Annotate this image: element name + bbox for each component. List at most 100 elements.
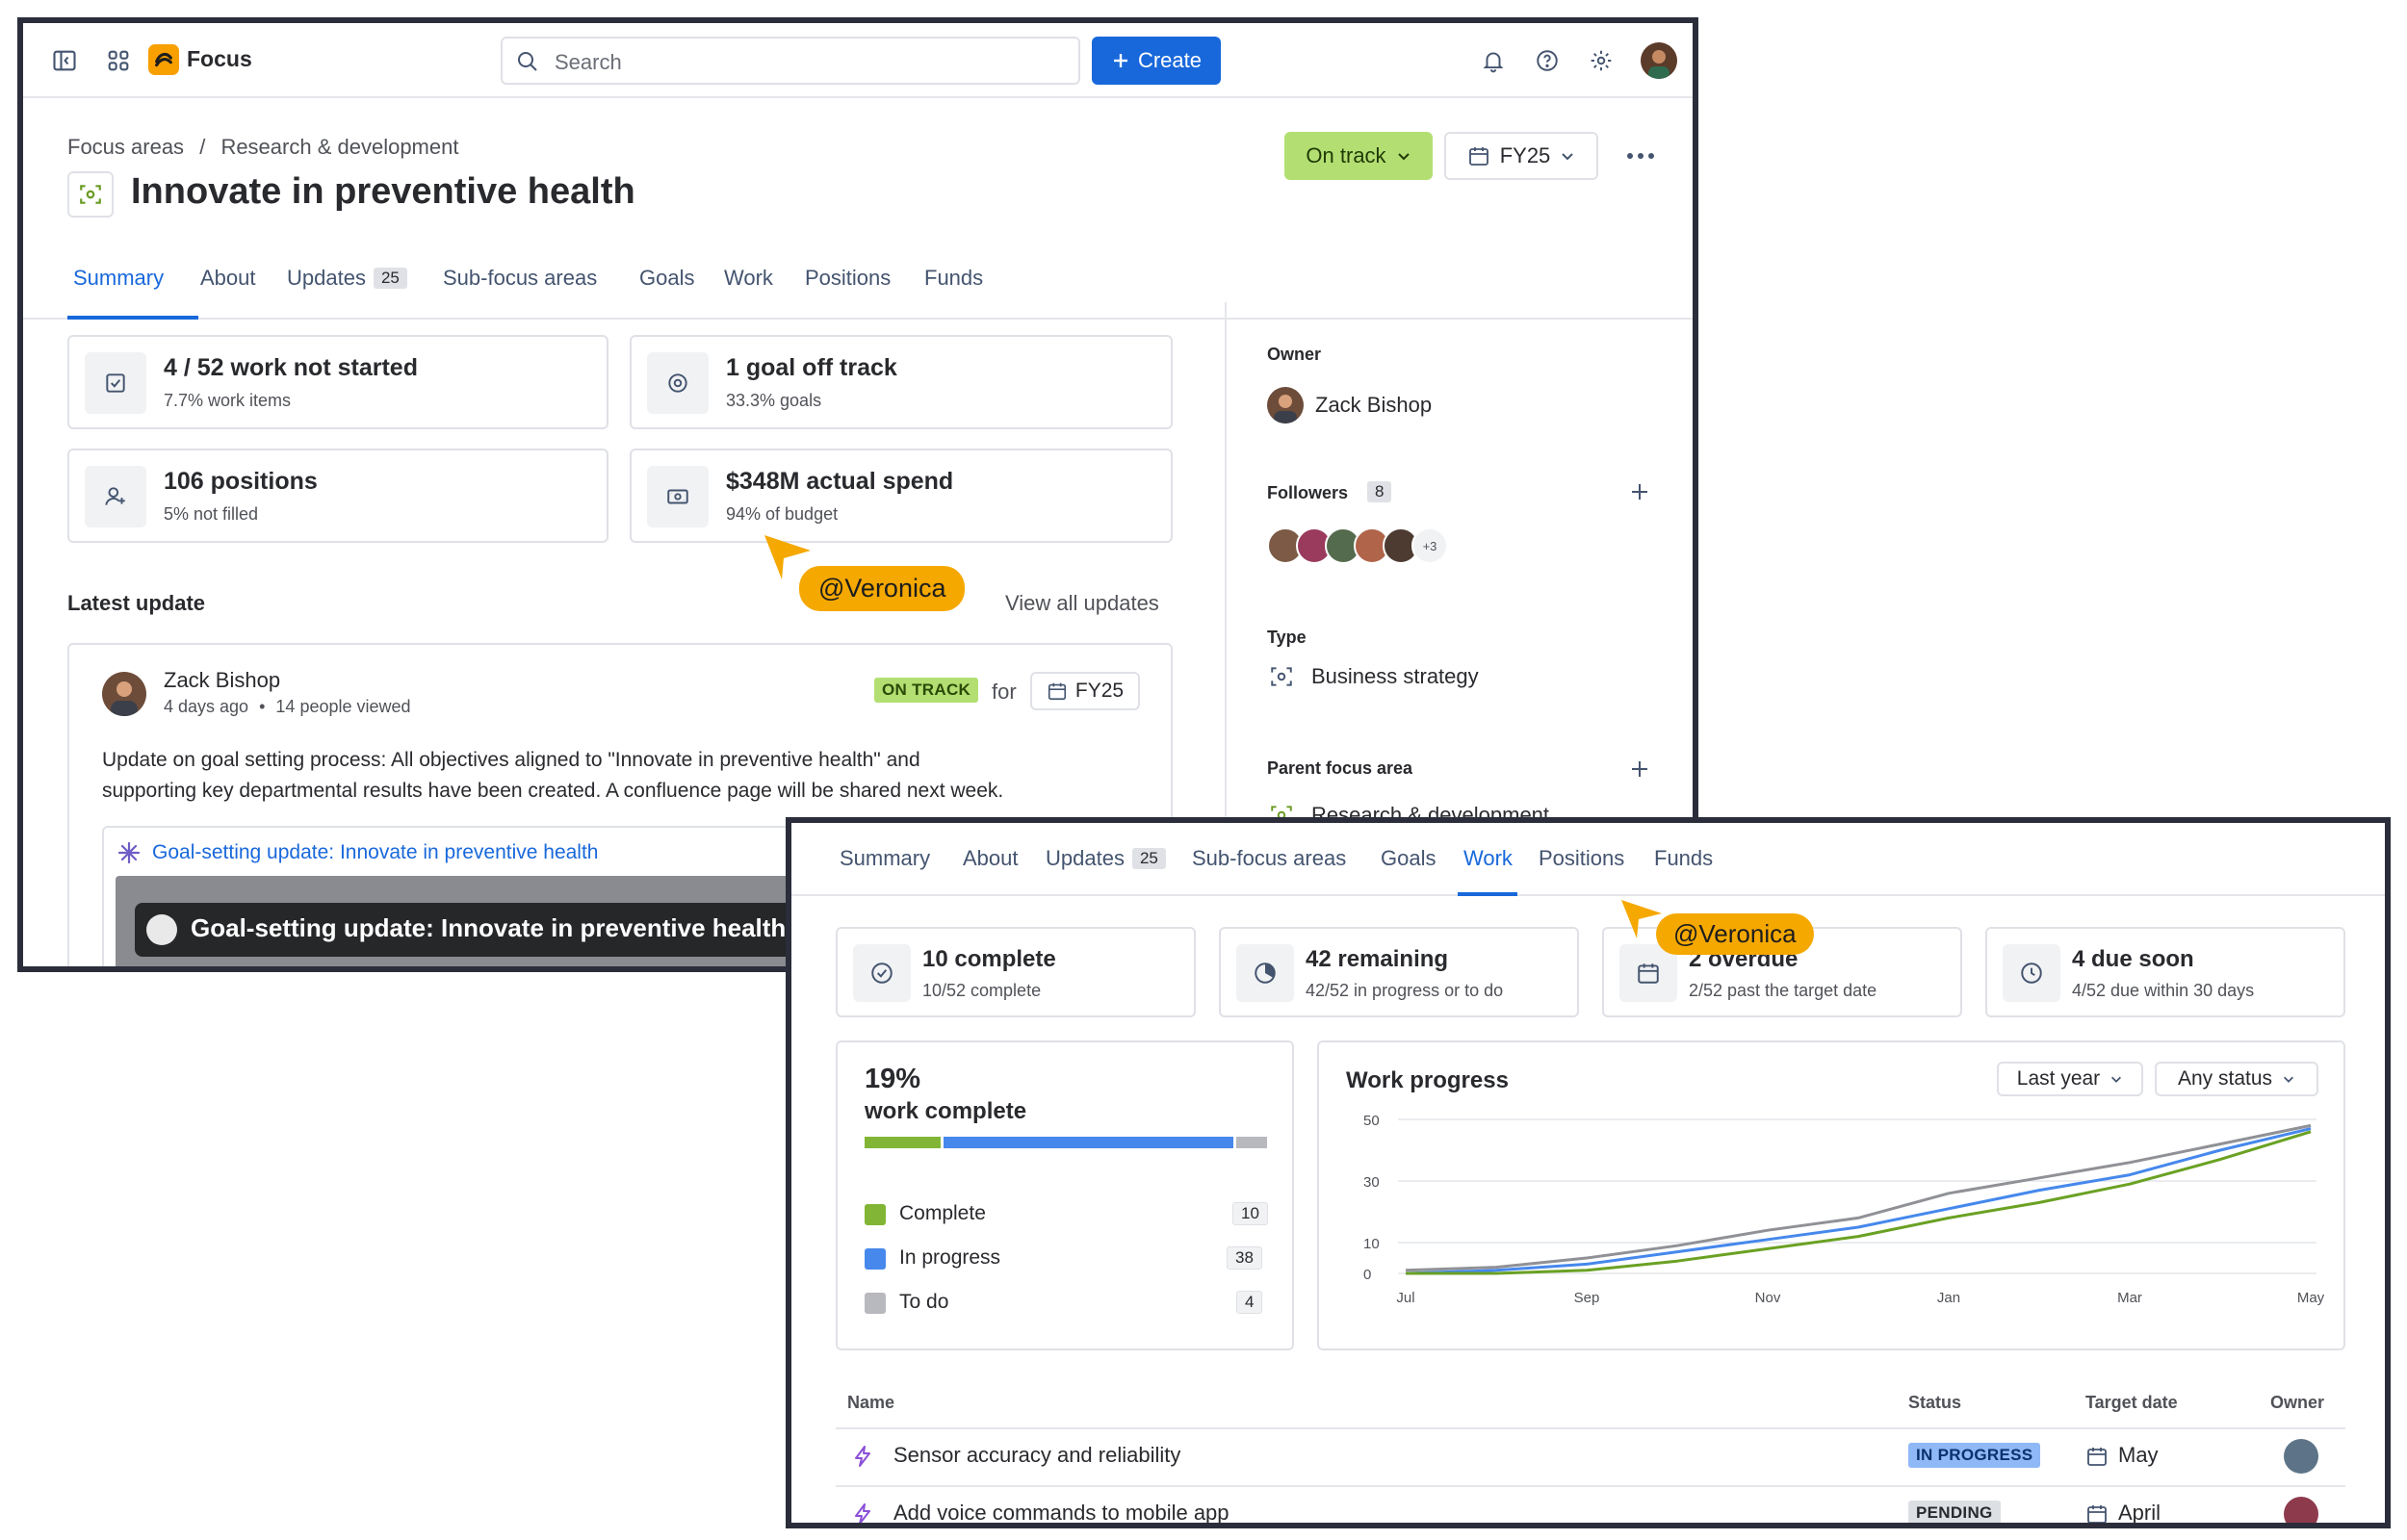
tab-sub-focus-areas[interactable]: Sub-focus areas (443, 266, 598, 290)
help-icon[interactable] (1531, 44, 1564, 77)
series-line-0 (1405, 1123, 2312, 1272)
tab-bar: Summary About Updates 25 Sub-focus areas … (23, 243, 1693, 320)
search-input[interactable]: Search (501, 37, 1080, 85)
legend-swatch-complete (865, 1204, 886, 1225)
owner-avatar[interactable] (2284, 1439, 2318, 1474)
table-header-divider (836, 1427, 2345, 1429)
linked-page-link[interactable]: Goal-setting update: Innovate in prevent… (152, 841, 599, 863)
tab-funds[interactable]: Funds (924, 266, 984, 290)
sidebar-toggle-icon[interactable] (48, 44, 81, 77)
view-all-updates-link[interactable]: View all updates (1005, 591, 1159, 615)
updates-count-badge: 25 (1131, 848, 1166, 869)
calendar-icon (2087, 1448, 2107, 1466)
app-switcher-icon[interactable] (102, 44, 135, 77)
owner-avatar[interactable] (2284, 1497, 2318, 1523)
period-filter-dropdown[interactable]: Last year (1997, 1062, 2143, 1096)
card-subtitle: 10/52 complete (922, 981, 1042, 1000)
x-tick-label: Jan (1937, 1290, 1960, 1306)
breadcrumb-root[interactable]: Focus areas (67, 135, 185, 159)
tab-summary[interactable]: Summary (840, 846, 931, 870)
work-complete-percent: 19% (865, 1064, 921, 1094)
tab-updates[interactable]: Updates 25 (287, 266, 407, 291)
page-title: Innovate in preventive health (131, 171, 635, 212)
owner-name[interactable]: Zack Bishop (1315, 393, 1433, 417)
work-item-name[interactable]: Sensor accuracy and reliability (893, 1443, 1181, 1467)
sidebar-divider (1225, 302, 1227, 966)
user-avatar[interactable] (1641, 42, 1677, 79)
tab-summary[interactable]: Summary (73, 266, 165, 290)
summary-card-work[interactable]: 4 / 52 work not started 7.7% work items (67, 335, 608, 429)
status-dropdown[interactable]: On track (1284, 132, 1433, 180)
card-subtitle: 42/52 in progress or to do (1306, 981, 1504, 1000)
legend-count: 38 (1227, 1246, 1262, 1270)
summary-card-spend[interactable]: $348M actual spend 94% of budget (630, 449, 1173, 543)
card-subtitle: 33.3% goals (726, 391, 822, 410)
followers-count-badge: 8 (1367, 481, 1392, 502)
progress-segment-complete (865, 1137, 942, 1148)
tab-updates-label: Updates (1046, 846, 1125, 870)
tab-about[interactable]: About (963, 846, 1019, 870)
card-subtitle: 94% of budget (726, 504, 839, 524)
status-dropdown-label: On track (1306, 143, 1386, 167)
brand-name[interactable]: Focus (187, 46, 252, 71)
tab-updates[interactable]: Updates 25 (1046, 846, 1166, 871)
status-filter-dropdown[interactable]: Any status (2155, 1062, 2318, 1096)
work-item-name[interactable]: Add voice commands to mobile app (893, 1501, 1229, 1525)
target-icon (647, 352, 709, 414)
add-parent-plus-icon[interactable] (1625, 755, 1654, 783)
period-dropdown[interactable]: FY25 (1444, 132, 1598, 180)
tab-work[interactable]: Work (724, 266, 773, 290)
add-follower-plus-icon[interactable] (1625, 477, 1654, 506)
clock-icon (2003, 944, 2060, 1002)
table-row[interactable]: Add voice commands to mobile app PENDING… (836, 1487, 2345, 1525)
column-header-name[interactable]: Name (847, 1393, 895, 1412)
person-add-icon (85, 466, 146, 527)
tab-positions[interactable]: Positions (805, 266, 892, 290)
legend-count: 10 (1232, 1202, 1268, 1225)
top-navigation-bar: Focus Search Create (23, 23, 1693, 98)
followers-avatar-stack[interactable]: +3 (1267, 527, 1460, 566)
create-button[interactable]: Create (1092, 37, 1221, 85)
tab-funds[interactable]: Funds (1654, 846, 1714, 870)
card-subtitle: 5% not filled (164, 504, 259, 524)
focus-logo-icon[interactable] (148, 44, 179, 75)
tab-sub-focus-areas[interactable]: Sub-focus areas (1192, 846, 1347, 870)
work-card-remaining[interactable]: 42 remaining 42/52 in progress or to do (1219, 927, 1579, 1017)
column-header-status[interactable]: Status (1908, 1393, 1962, 1412)
column-header-target-date[interactable]: Target date (2085, 1393, 2178, 1412)
tab-goals[interactable]: Goals (639, 266, 695, 290)
table-row[interactable]: Sensor accuracy and reliability IN PROGR… (836, 1429, 2345, 1485)
table-row-divider (836, 1485, 2345, 1487)
owner-avatar[interactable] (1267, 387, 1304, 424)
tab-about[interactable]: About (200, 266, 256, 290)
type-label: Type (1267, 628, 1307, 647)
tab-bar: Summary About Updates 25 Sub-focus areas … (791, 823, 2385, 896)
chevron-down-icon (1562, 153, 1574, 161)
calendar-icon (2087, 1505, 2107, 1523)
summary-card-positions[interactable]: 106 positions 5% not filled (67, 449, 608, 543)
collaborator-cursor-tag: @Veronica (1656, 913, 1814, 955)
column-header-owner[interactable]: Owner (2270, 1393, 2325, 1412)
breadcrumb-current[interactable]: Research & development (220, 135, 459, 159)
legend-label: In progress (899, 1246, 1001, 1269)
tab-positions[interactable]: Positions (1539, 846, 1625, 870)
summary-card-goals[interactable]: 1 goal off track 33.3% goals (630, 335, 1173, 429)
work-card-complete[interactable]: 10 complete 10/52 complete (836, 927, 1196, 1017)
x-tick-label: May (2297, 1290, 2325, 1306)
card-title: 4 due soon (2072, 946, 2194, 972)
status-badge: PENDING (1908, 1501, 2001, 1523)
tab-goals[interactable]: Goals (1381, 846, 1436, 870)
work-card-due-soon[interactable]: 4 due soon 4/52 due within 30 days (1985, 927, 2345, 1017)
more-actions-icon[interactable] (1621, 139, 1660, 173)
settings-gear-icon[interactable] (1585, 44, 1618, 77)
focus-area-type-icon (1271, 667, 1292, 686)
tab-work[interactable]: Work (1463, 846, 1513, 870)
notifications-bell-icon[interactable] (1477, 44, 1510, 77)
progress-segment-in-progress (944, 1137, 1234, 1148)
update-period-label: FY25 (1074, 680, 1125, 702)
author-avatar[interactable] (102, 672, 146, 716)
legend-label: Complete (899, 1202, 986, 1224)
author-name[interactable]: Zack Bishop (164, 668, 281, 692)
update-meta: 4 days ago • 14 people viewed (164, 697, 411, 717)
check-square-icon (85, 352, 146, 414)
